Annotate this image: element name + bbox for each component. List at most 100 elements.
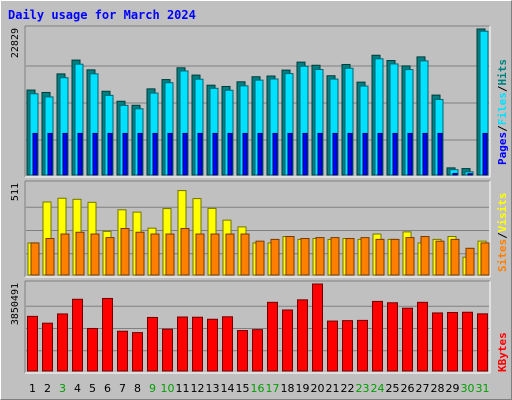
chart-title: Daily usage for March 2024: [8, 8, 196, 22]
legend-sites-visits-part: Visits: [496, 193, 509, 233]
bar-sites-day-22: [345, 237, 355, 276]
x-tick-label-day-4: 4: [74, 382, 81, 395]
bar-kbytes-day-31: [477, 313, 488, 372]
x-tick-label-day-8: 8: [134, 382, 141, 395]
x-tick-label-day-31: 31: [476, 382, 490, 395]
legend-pages-files-hits: Pages/Files/Hits: [496, 59, 509, 165]
bar-kbytes-day-25: [387, 302, 398, 372]
x-tick-label-day-27: 27: [416, 382, 430, 395]
x-tick-label-day-5: 5: [89, 382, 96, 395]
x-tick-label-day-18: 18: [281, 382, 295, 395]
bar-kbytes-day-15: [237, 330, 248, 372]
bar-kbytes-day-30: [462, 311, 473, 372]
bar-pages-day-8: [137, 132, 143, 176]
bar-kbytes-day-6: [102, 297, 113, 372]
bar-sites-day-1: [30, 242, 40, 276]
x-tick-label-day-9: 9: [149, 382, 156, 395]
bar-sites-day-23: [360, 237, 370, 276]
x-tick-label-day-11: 11: [176, 382, 190, 395]
x-tick-label-day-16: 16: [251, 382, 265, 395]
bar-kbytes-day-7: [117, 330, 128, 372]
bar-sites-day-24: [375, 238, 385, 276]
bar-pages-day-3: [62, 132, 68, 176]
bar-pages-day-5: [92, 132, 98, 176]
bar-pages-day-29: [452, 172, 458, 176]
x-tick-label-day-15: 15: [236, 382, 250, 395]
bar-kbytes-day-1: [27, 315, 38, 372]
bar-kbytes-day-29: [447, 311, 458, 372]
bar-kbytes-day-11: [177, 316, 188, 372]
bar-pages-day-20: [317, 132, 323, 176]
bar-pages-day-6: [107, 132, 113, 176]
bar-pages-day-13: [212, 132, 218, 176]
legend-kbytes: KBytes: [496, 332, 509, 372]
bar-sites-day-28: [435, 240, 445, 276]
bar-pages-day-23: [362, 132, 368, 176]
bar-kbytes-day-27: [417, 301, 428, 372]
bar-kbytes-day-28: [432, 312, 443, 372]
bar-pages-day-22: [347, 132, 353, 176]
bar-sites-day-20: [315, 237, 325, 276]
x-axis-labels: 1 2 3 4 5 6 7 8 9 10 11 12 13 14 15 16 17 18 19 20 21 22 23 24 2…: [29, 382, 490, 395]
legend-sites-visits: Sites/Visits: [496, 193, 509, 273]
bar-pages-day-17: [272, 132, 278, 176]
bar-pages-day-16: [257, 132, 263, 176]
bar-kbytes-day-9: [147, 316, 158, 372]
bar-pages-day-30: [467, 173, 473, 176]
bar-sites-day-15: [240, 233, 250, 276]
x-tick-label-day-29: 29: [446, 382, 460, 395]
x-tick-label-day-7: 7: [119, 382, 126, 395]
x-tick-label-day-26: 26: [401, 382, 415, 395]
x-tick-label-day-6: 6: [104, 382, 111, 395]
x-tick-label-day-23: 23: [356, 382, 370, 395]
right-legend-labels: Pages/Files/Hits Sites/Visits KBytes: [496, 59, 509, 372]
bar-sites-day-26: [405, 237, 415, 276]
bar-pages-day-9: [152, 132, 158, 176]
x-tick-label-day-22: 22: [341, 382, 355, 395]
x-tick-label-day-13: 13: [206, 382, 220, 395]
bar-pages-day-11: [182, 132, 188, 176]
x-tick-label-day-19: 19: [296, 382, 310, 395]
bar-pages-day-14: [227, 132, 233, 176]
bar-kbytes-day-16: [252, 329, 263, 372]
y-axis-max-label: 511: [10, 183, 21, 201]
bar-sites-day-7: [120, 228, 130, 276]
bar-sites-day-8: [135, 231, 145, 276]
bar-pages-day-2: [47, 132, 53, 176]
bar-kbytes-day-5: [87, 327, 98, 372]
bar-kbytes-day-17: [267, 301, 278, 372]
x-tick-label-day-2: 2: [44, 382, 51, 395]
bar-kbytes-day-19: [297, 299, 308, 372]
y-axis-max-label: 3850491: [10, 283, 21, 325]
panel-kbytes: [24, 280, 491, 374]
legend-pages-files-hits-part: Files: [496, 92, 509, 125]
panel-visits_sites: [24, 180, 491, 278]
bar-sites-day-18: [285, 236, 295, 276]
bar-sites-day-21: [330, 237, 340, 276]
legend-sites-visits-part: Sites: [496, 239, 509, 272]
bar-sites-day-19: [300, 237, 310, 276]
bar-pages-day-1: [32, 132, 38, 176]
y-axis-labels: 22829 511 3850491: [10, 28, 21, 325]
chart-panels: [24, 25, 491, 374]
bar-pages-day-25: [392, 132, 398, 176]
bar-kbytes-day-2: [42, 322, 53, 372]
bar-sites-day-12: [195, 233, 205, 276]
bar-pages-day-12: [197, 132, 203, 176]
bar-kbytes-day-20: [312, 283, 323, 372]
x-tick-label-day-25: 25: [386, 382, 400, 395]
x-tick-label-day-10: 10: [161, 382, 175, 395]
bar-sites-day-14: [225, 233, 235, 276]
bar-kbytes-day-8: [132, 332, 143, 372]
y-axis-max-label: 22829: [10, 28, 21, 58]
bar-sites-day-27: [420, 236, 430, 276]
bar-sites-day-31: [480, 242, 490, 276]
bar-sites-day-13: [210, 233, 220, 276]
bar-sites-day-16: [255, 240, 265, 276]
bar-kbytes-day-22: [342, 320, 353, 372]
x-tick-label-day-21: 21: [326, 382, 340, 395]
bar-pages-day-21: [332, 132, 338, 176]
bar-kbytes-day-10: [162, 328, 173, 372]
x-tick-label-day-24: 24: [371, 382, 385, 395]
